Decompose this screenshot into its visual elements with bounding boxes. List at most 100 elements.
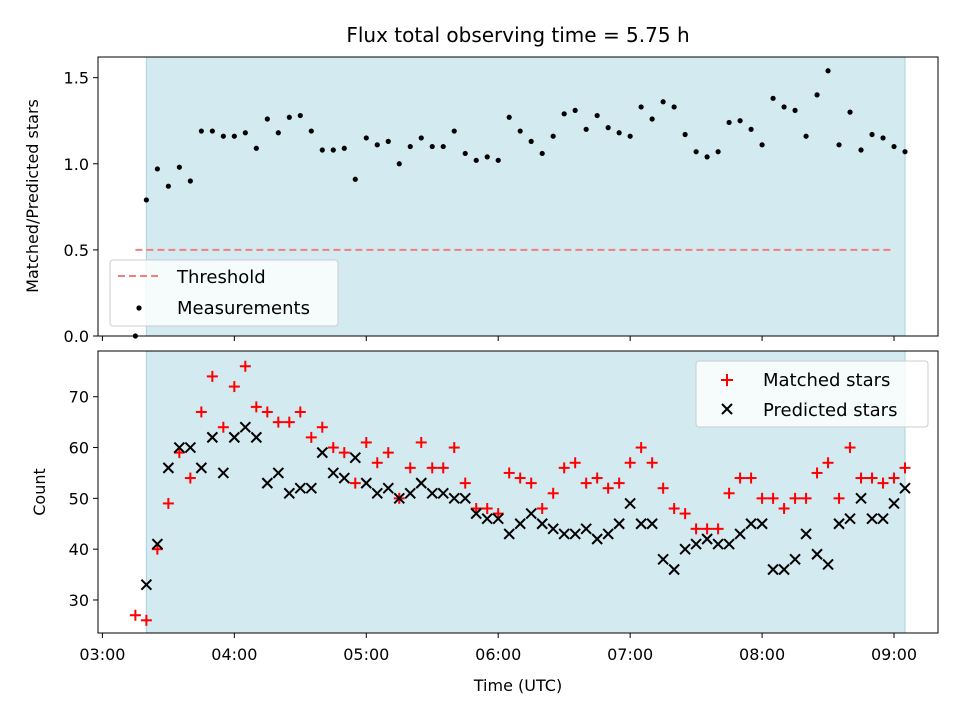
matched-stars-point [635, 442, 647, 454]
count-plot-marks [129, 360, 911, 626]
predicted-stars-point [800, 528, 812, 540]
predicted-stars-point-stroke [833, 518, 845, 530]
predicted-stars-point-stroke [426, 487, 438, 499]
matched-stars-point [525, 477, 537, 489]
predicted-stars-point-stroke [272, 467, 285, 479]
measurements-point [605, 125, 611, 131]
matched-stars-point [283, 416, 295, 428]
measurements-point [825, 68, 831, 74]
matched-stars-point [404, 462, 416, 474]
predicted-stars-point-stroke [360, 477, 372, 489]
measurements-point [308, 128, 314, 134]
predicted-stars-point [195, 462, 208, 474]
predicted-stars-point-stroke [382, 482, 394, 494]
measurements-point [649, 116, 655, 122]
predicted-stars-point [767, 563, 779, 576]
legend-measurements-label: Measurements [177, 298, 310, 319]
count-x-tick-label: 07:00 [607, 645, 653, 664]
predicted-stars-point-stroke [866, 512, 878, 525]
matched-stars-point [173, 447, 185, 459]
matched-stars-point [503, 467, 515, 479]
predicted-stars-point-stroke [745, 518, 757, 530]
predicted-stars-point-stroke [591, 533, 603, 545]
measurements-point [737, 118, 743, 124]
predicted-stars-point-stroke [492, 512, 504, 525]
matched-stars-point [360, 436, 372, 448]
count-x-tick-label: 08:00 [739, 645, 785, 664]
matched-stars-point [272, 416, 284, 428]
predicted-stars-point-stroke [668, 563, 680, 576]
predicted-stars-point-stroke [514, 518, 526, 530]
measurements-point [440, 143, 446, 150]
matched-stars-point [866, 472, 878, 484]
measurements-point [231, 133, 237, 139]
predicted-stars-point [503, 528, 515, 540]
predicted-stars-point-stroke [448, 492, 460, 505]
predicted-stars-point [756, 518, 768, 530]
predicted-stars-point [283, 487, 296, 499]
matched-stars-point [228, 381, 240, 393]
measurements-point [396, 161, 402, 167]
predicted-stars-point [745, 518, 757, 530]
matched-stars-point [206, 370, 218, 382]
predicted-stars-point [734, 528, 746, 540]
matched-stars-point [833, 492, 845, 504]
predicted-stars-point [217, 467, 230, 479]
predicted-stars-point [448, 492, 460, 505]
measurements-point [242, 130, 248, 136]
legend-measurements-swatch [136, 305, 142, 311]
predicted-stars-point-stroke [173, 441, 186, 454]
matched-stars-point [701, 523, 713, 535]
measurements-point [319, 147, 325, 153]
measurements-point [363, 135, 369, 141]
legend-matched-label: Matched stars [763, 370, 890, 391]
predicted-stars-point-stroke [239, 421, 252, 433]
matched-stars-point [591, 472, 603, 484]
predicted-stars-point [228, 431, 241, 444]
predicted-stars-point [668, 563, 680, 576]
matched-stars-point [822, 457, 834, 469]
measurements-point [792, 107, 798, 113]
predicted-stars-point-stroke [646, 518, 658, 530]
matched-stars-point [327, 442, 339, 454]
matched-stars-point [437, 462, 449, 474]
count-y-ticks: 30 40 50 60 70 [69, 388, 98, 610]
matched-stars-point [448, 442, 460, 454]
ratio-panel: 0.0 0.5 1.0 1.5 Matched/Predicted stars Thr… [23, 56, 939, 346]
measurements-point [154, 166, 160, 172]
matched-stars-point [668, 503, 680, 515]
predicted-stars-point-stroke [206, 431, 219, 444]
predicted-stars-point [525, 507, 537, 520]
matched-stars-point [844, 442, 856, 454]
matched-stars-point [261, 406, 273, 418]
predicted-stars-point [723, 538, 735, 550]
predicted-stars-point [470, 507, 482, 520]
measurements-point [770, 95, 776, 101]
predicted-stars-point [547, 523, 559, 535]
matched-stars-point [547, 487, 559, 499]
count-x-tick-label: 06:00 [475, 645, 521, 664]
predicted-stars-point-stroke [800, 528, 812, 540]
predicted-stars-point [459, 492, 471, 505]
count-y-tick-label: 70 [69, 388, 89, 407]
measurements-point [847, 109, 853, 115]
predicted-stars-point [635, 518, 647, 530]
measurements-point [187, 178, 193, 184]
predicted-stars-point-stroke [228, 431, 241, 444]
predicted-stars-point [437, 487, 449, 499]
predicted-stars-point [624, 497, 636, 510]
predicted-stars-point-stroke [305, 482, 318, 494]
predicted-stars-point [481, 512, 493, 525]
measurements-point [429, 143, 435, 150]
predicted-stars-point [778, 563, 790, 576]
predicted-stars-point-stroke [503, 528, 515, 540]
predicted-stars-point [855, 492, 867, 505]
predicted-stars-point-stroke [250, 431, 263, 444]
predicted-stars-point [580, 523, 592, 535]
measurements-point [704, 154, 710, 160]
measurements-point [341, 145, 347, 151]
matched-stars-point [492, 508, 504, 520]
matched-stars-point [580, 477, 592, 489]
measurements-point [473, 157, 479, 163]
predicted-stars-point [866, 512, 878, 525]
